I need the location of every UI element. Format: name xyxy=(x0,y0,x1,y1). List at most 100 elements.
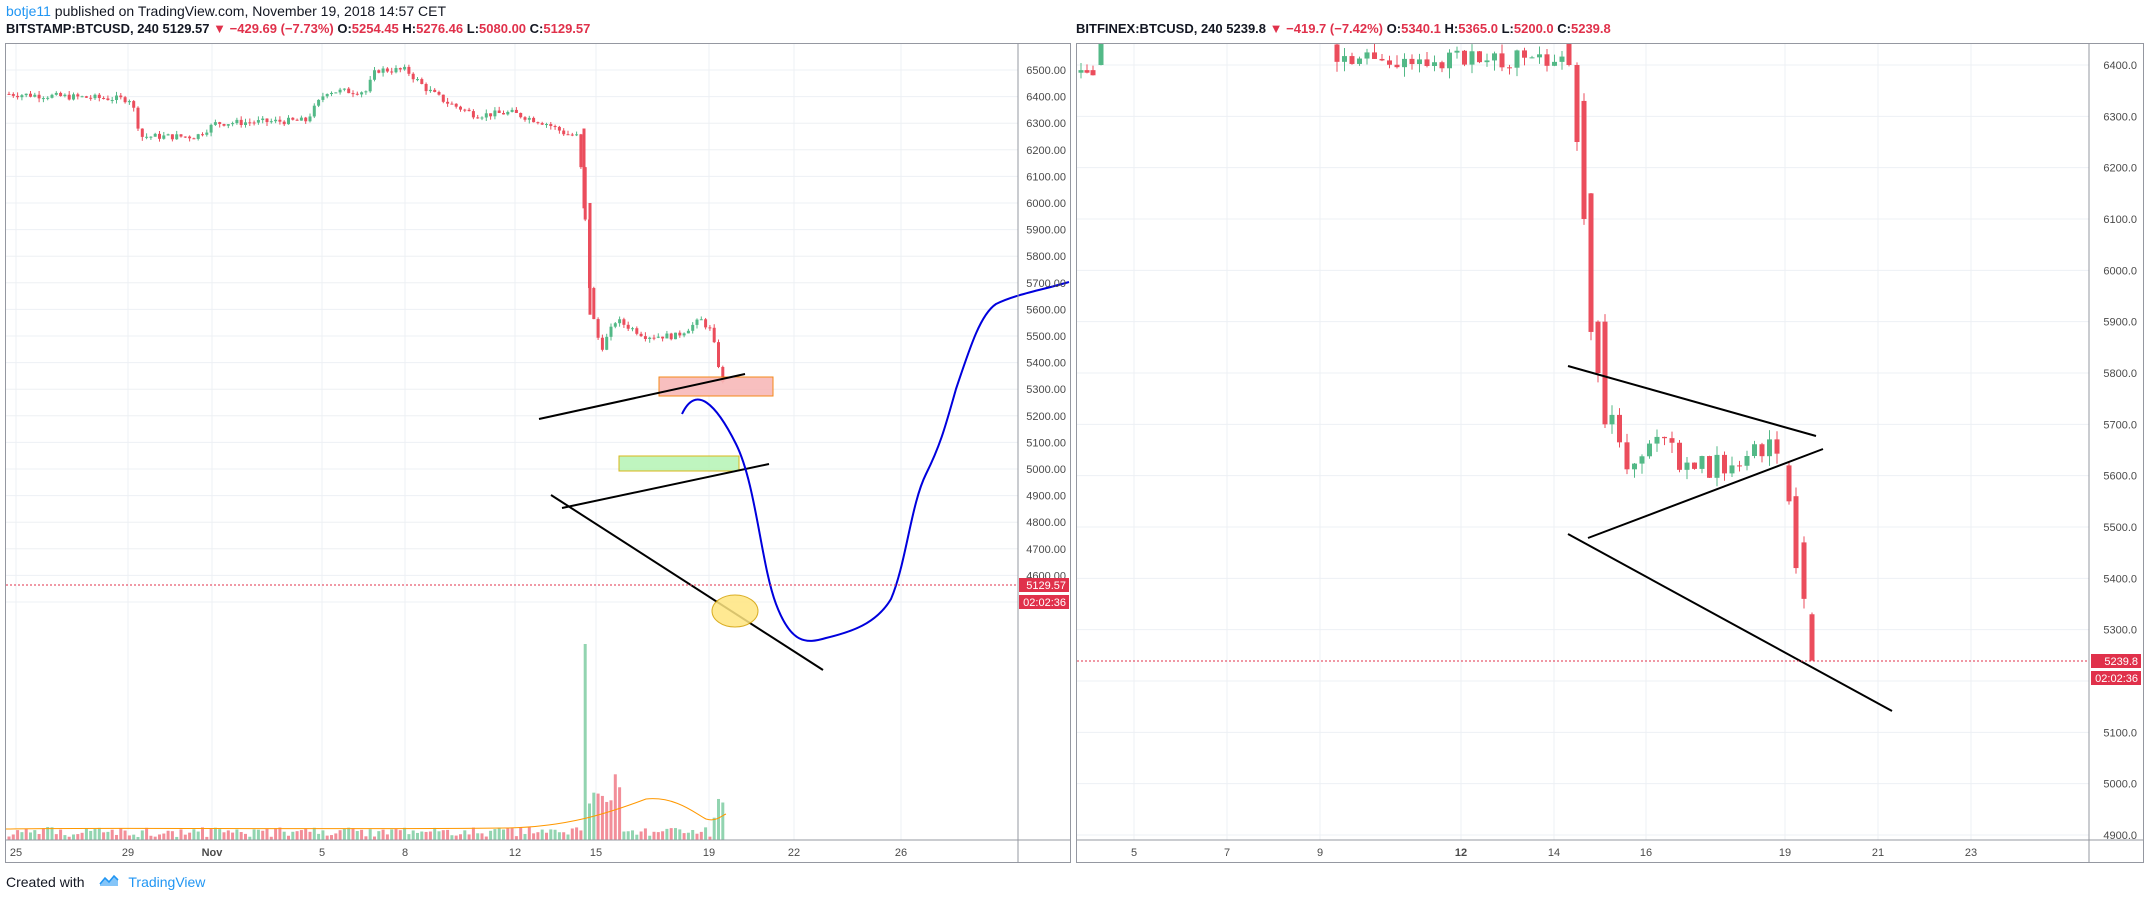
volume-bar xyxy=(355,831,359,840)
volume-bar xyxy=(514,836,518,840)
left-price-axis[interactable]: 6500.00 6400.00 6300.00 6200.00 6100.00 6000.… xyxy=(1017,44,1066,862)
candle-body xyxy=(244,122,247,125)
candle-body xyxy=(1632,463,1637,470)
volume-bar xyxy=(269,836,273,840)
down-triangle-icon: ▼ xyxy=(213,21,227,36)
candle-body xyxy=(592,288,596,320)
left-countdown-bg xyxy=(1019,595,1069,609)
price-tick-label: 5800.0 xyxy=(2103,368,2137,380)
candle-body xyxy=(72,94,75,100)
volume-bar xyxy=(583,644,587,840)
price-tick-label: 5000.00 xyxy=(1026,464,1066,476)
candle-body xyxy=(299,117,303,121)
candle-body xyxy=(403,66,407,70)
candle-body xyxy=(145,136,149,138)
volume-bar xyxy=(454,835,458,840)
candle-body xyxy=(1417,59,1422,65)
time-tick-label: 19 xyxy=(703,847,715,859)
candle-body xyxy=(158,133,161,139)
volume-bar xyxy=(76,834,80,840)
price-tick-label: 6000.0 xyxy=(2103,265,2137,277)
candle-body xyxy=(360,92,364,95)
tradingview-link[interactable]: TradingView xyxy=(128,874,206,890)
left-chart-panel[interactable]: 6500.00 6400.00 6300.00 6200.00 6100.00 6000.… xyxy=(5,43,1071,863)
candle-body xyxy=(596,319,600,338)
volume-bar xyxy=(330,835,333,840)
price-tick-label: 5100.0 xyxy=(2103,727,2137,739)
candle-body xyxy=(261,118,265,121)
candle-body xyxy=(1617,414,1622,443)
left-time-axis[interactable]: 25 29 Nov 5 8 12 15 19 22 26 xyxy=(6,839,1070,859)
right-chart-panel[interactable]: 6400.0 6300.0 6200.0 6100.0 6000.0 5900.0 5800… xyxy=(1076,34,2144,863)
candle-body xyxy=(566,134,570,136)
candle-body xyxy=(355,93,359,95)
candle-body xyxy=(252,122,256,124)
volume-bar xyxy=(295,831,299,840)
volume-bar xyxy=(226,830,230,840)
right-low: 5200.0 xyxy=(1513,21,1554,36)
volume-bar xyxy=(652,831,656,840)
volume-bar xyxy=(446,829,450,840)
author-link[interactable]: botje11 xyxy=(6,3,51,19)
volume-bar xyxy=(497,827,501,840)
volume-bar xyxy=(261,830,265,840)
left-low: 5080.00 xyxy=(479,21,527,36)
right-l-label: L: xyxy=(1501,21,1514,36)
time-tick-label: Nov xyxy=(202,847,224,859)
price-tick-label: 4700.00 xyxy=(1026,544,1066,556)
price-tick-label: 6400.0 xyxy=(2103,60,2137,72)
right-chart[interactable]: 6400.0 6300.0 6200.0 6100.0 6000.0 5900.0 5800… xyxy=(1077,34,2143,862)
volume-bar xyxy=(351,828,355,840)
volume-bar xyxy=(368,829,372,840)
volume-bar xyxy=(321,830,325,840)
candle-body xyxy=(695,319,699,325)
volume-bar xyxy=(669,828,673,840)
candle-body xyxy=(67,94,71,100)
candle-body xyxy=(1379,58,1385,61)
candle-body xyxy=(192,138,196,140)
candle-body xyxy=(33,94,37,97)
candle-body xyxy=(1767,439,1772,457)
left-chart[interactable]: 6500.00 6400.00 6300.00 6200.00 6100.00 6000.… xyxy=(5,44,1070,862)
candle-body xyxy=(1454,50,1460,53)
left-close: 5129.57 xyxy=(543,21,591,36)
candle-body xyxy=(497,110,501,113)
volume-bar xyxy=(29,832,32,840)
right-price-axis[interactable]: 6400.0 6300.0 6200.0 6100.0 6000.0 5900.0 5800… xyxy=(2088,44,2137,862)
volume-bar xyxy=(188,832,192,840)
publish-info: published on TradingView.com, November 1… xyxy=(50,3,446,19)
tradingview-logo-icon xyxy=(98,873,120,893)
volume-bar xyxy=(308,831,312,840)
created-with-label: Created with xyxy=(6,874,85,890)
candle-body xyxy=(1499,53,1505,68)
candle-body xyxy=(381,68,385,73)
left-l-label: L: xyxy=(466,21,480,36)
candle-body xyxy=(287,117,290,125)
candle-body xyxy=(1432,62,1437,67)
volume-bar xyxy=(506,828,510,840)
candle-body xyxy=(549,124,553,127)
time-tick-label: 16 xyxy=(1640,847,1652,859)
volume-bar xyxy=(89,830,93,840)
volume-bar xyxy=(665,828,669,840)
volume-bar xyxy=(162,833,166,840)
volume-bar xyxy=(682,833,686,840)
volume-bar xyxy=(317,833,321,840)
candle-body xyxy=(274,119,278,122)
volume-bar xyxy=(175,836,179,840)
candle-body xyxy=(678,332,682,336)
volume-bar xyxy=(708,836,712,840)
volume-bar xyxy=(678,829,682,840)
volume-bar xyxy=(536,832,540,840)
volume-bar xyxy=(282,831,286,840)
candle-body xyxy=(394,68,398,73)
candle-body xyxy=(1744,456,1750,466)
right-countdown: 02:02:36 xyxy=(2095,673,2138,685)
volume-bar xyxy=(59,829,63,840)
upper-channel-line xyxy=(538,373,746,420)
left-price-tag-bg xyxy=(1019,578,1069,592)
triangle-lower-line xyxy=(1587,448,1824,539)
left-symbol-info: BITSTAMP:BTCUSD, 240 5129.57 ▼ −429.69 (… xyxy=(6,20,590,38)
right-time-axis[interactable]: 5 7 9 12 14 16 19 21 23 xyxy=(1077,839,2143,859)
left-last: 5129.57 xyxy=(162,21,210,36)
